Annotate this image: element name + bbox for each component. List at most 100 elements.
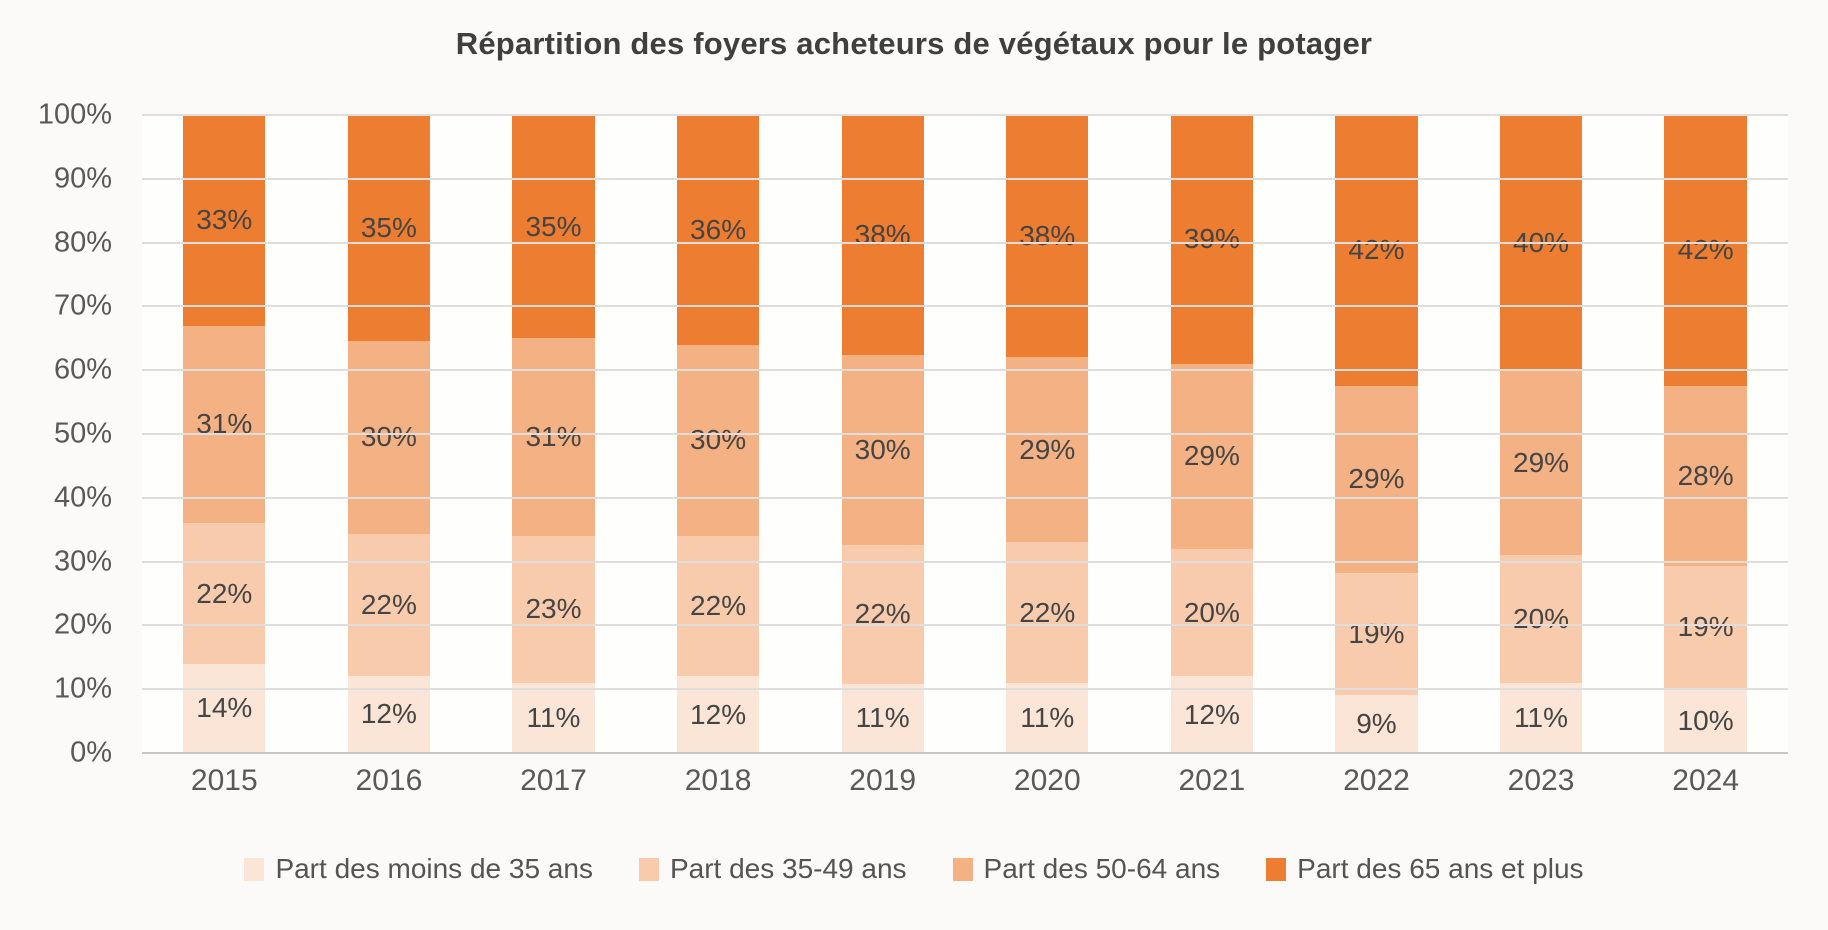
x-tick-label: 2023: [1507, 764, 1575, 797]
bar-segment: 42%: [1664, 115, 1747, 386]
y-tick-label: 60%: [53, 353, 112, 386]
bar-column-2019: 11% 22% 30% 38%: [800, 115, 965, 753]
bar-segment: 22%: [676, 536, 760, 677]
data-label: 11%: [526, 701, 581, 733]
bar-column-2015: 14% 22% 31% 33%: [142, 115, 307, 753]
bar-segment: 36%: [676, 115, 760, 345]
bar-segment: 20%: [1499, 555, 1583, 683]
plot-area: 14% 22% 31% 33% 12% 22% 30% 35% 11% 23% 31% 35% 12% 2…: [142, 114, 1788, 754]
data-label: 22%: [196, 577, 253, 609]
bar-segment: 30%: [841, 355, 924, 545]
data-label: 30%: [690, 424, 747, 456]
data-label: 29%: [1348, 463, 1405, 495]
data-label: 42%: [1677, 234, 1734, 266]
bar-segment: 29%: [1499, 370, 1583, 556]
bar-column-2020: 11% 22% 29% 38%: [965, 115, 1130, 753]
gridline: [142, 305, 1788, 308]
bar-segment: 19%: [1335, 572, 1418, 695]
legend-label: Part des 65 ans et plus: [1297, 853, 1584, 884]
data-label: 10%: [1677, 704, 1734, 736]
data-label: 19%: [1677, 611, 1734, 643]
bar-segment: 22%: [841, 544, 924, 684]
bar-segment: 11%: [841, 683, 924, 753]
legend-swatch-icon: [952, 857, 973, 881]
data-label: 29%: [1019, 433, 1076, 465]
x-tick-label: 2020: [1013, 764, 1081, 797]
data-label: 11%: [1514, 701, 1569, 733]
data-label: 30%: [854, 433, 911, 465]
bar-segment: 22%: [347, 533, 431, 676]
legend-label: Part des moins de 35 ans: [275, 853, 593, 884]
stacked-bar-2024: 10% 19% 28% 42%: [1664, 115, 1747, 753]
y-tick-label: 80%: [53, 226, 112, 259]
bar-segment: 33%: [183, 115, 266, 326]
y-tick-label: 0%: [70, 736, 112, 769]
bar-segment: 30%: [676, 344, 760, 537]
data-label: 33%: [196, 204, 253, 236]
data-label: 35%: [360, 211, 417, 243]
legend-swatch-icon: [244, 857, 265, 881]
data-label: 22%: [1019, 596, 1076, 628]
bar-segment: 31%: [512, 338, 595, 537]
legend-label: Part des 50-64 ans: [983, 853, 1221, 884]
data-label: 31%: [525, 421, 582, 453]
bar-column-2024: 10% 19% 28% 42%: [1623, 115, 1788, 753]
y-tick-label: 70%: [53, 289, 112, 322]
stacked-bar-2022: 9% 19% 29% 42%: [1335, 115, 1418, 753]
y-tick-label: 90%: [53, 162, 112, 195]
data-label: 38%: [1019, 220, 1076, 252]
bar-segment: 42%: [1335, 115, 1418, 386]
bar-segment: 35%: [347, 115, 431, 341]
y-tick-label: 10%: [53, 672, 112, 705]
gridline: [142, 114, 1788, 116]
data-label: 9%: [1356, 708, 1397, 739]
legend-item: Part des moins de 35 ans: [244, 855, 593, 883]
data-label: 12%: [690, 698, 747, 730]
bar-segment: 22%: [1006, 542, 1089, 683]
data-label: 12%: [1183, 698, 1240, 730]
bar-segment: 39%: [1170, 115, 1253, 364]
y-tick-label: 30%: [53, 545, 112, 578]
gridline: [142, 560, 1788, 563]
legend-item: Part des 50-64 ans: [952, 853, 1221, 884]
bar-segment: 30%: [347, 340, 431, 534]
x-axis-line: [142, 752, 1788, 754]
gridline: [142, 496, 1788, 499]
bar-segment: 19%: [1664, 566, 1747, 689]
chart-title: Répartition des foyers acheteurs de végé…: [455, 26, 1373, 61]
data-label: 35%: [525, 210, 582, 242]
bar-segment: 11%: [1006, 682, 1089, 753]
gridline: [142, 433, 1788, 435]
bar-segment: 14%: [183, 663, 266, 753]
bar-column-2022: 9% 19% 29% 42%: [1294, 115, 1459, 753]
data-label: 30%: [360, 421, 417, 453]
bar-segment: 10%: [1664, 688, 1747, 753]
bar-segment: 9%: [1335, 695, 1418, 753]
stacked-bar-2020: 11% 22% 29% 38%: [1006, 115, 1089, 753]
bar-segment: 31%: [183, 325, 266, 524]
data-label: 28%: [1677, 459, 1734, 491]
gridline: [142, 688, 1788, 691]
data-label: 11%: [855, 702, 910, 734]
bar-column-2021: 12% 20% 29% 39%: [1130, 115, 1295, 753]
y-axis-labels: 0% 10% 20% 30% 40% 50% 60% 70% 80% 90% 100%: [0, 100, 112, 767]
bar-segment: 38%: [841, 115, 924, 356]
bar-segment: 29%: [1170, 363, 1253, 549]
stacked-bar-2015: 14% 22% 31% 33%: [183, 115, 266, 753]
gridline: [142, 624, 1788, 627]
bar-segment: 35%: [512, 115, 595, 339]
gridline: [142, 241, 1788, 244]
gridline: [142, 369, 1788, 372]
bar-column-2017: 11% 23% 31% 35%: [471, 115, 636, 753]
x-tick-label: 2021: [1178, 764, 1246, 797]
legend-item: Part des 65 ans et plus: [1266, 853, 1584, 884]
stacked-bar-2017: 11% 23% 31% 35%: [512, 115, 595, 753]
x-tick-label: 2022: [1343, 764, 1410, 797]
data-label: 29%: [1183, 440, 1240, 472]
data-label: 42%: [1348, 234, 1405, 266]
x-tick-label: 2017: [520, 764, 587, 797]
data-label: 20%: [1513, 603, 1570, 635]
data-label: 38%: [854, 219, 911, 251]
legend-swatch-icon: [1266, 857, 1287, 881]
x-tick-label: 2019: [849, 764, 917, 797]
